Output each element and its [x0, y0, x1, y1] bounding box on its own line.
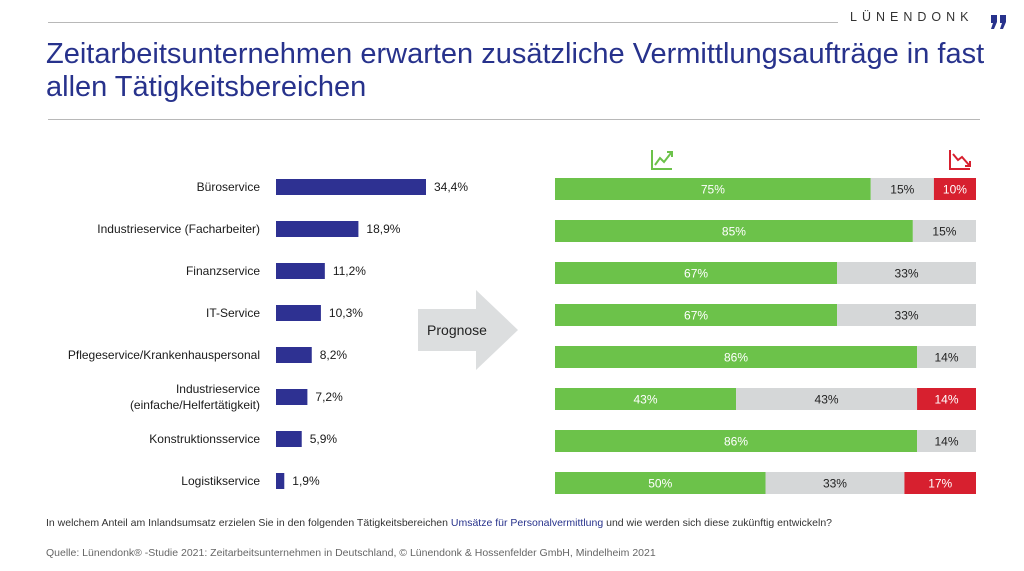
- share-bar: [276, 305, 321, 321]
- forecast-value-label: 86%: [724, 435, 748, 449]
- forecast-value-label: 15%: [890, 183, 914, 197]
- trend-down-icon: [949, 150, 971, 170]
- forecast-value-label: 33%: [895, 309, 919, 323]
- question-text-part: In welchem Anteil am Inlandsumsatz erzie…: [46, 517, 451, 529]
- question-highlight: Umsätze für Personalvermittlung: [450, 517, 604, 529]
- share-value-label: 7,2%: [315, 390, 343, 404]
- forecast-value-label: 14%: [935, 435, 959, 449]
- stacked-forecast-chart: 75% 15% 10% 85% 15% 67% 33% 67% 33% 86% 14% 43% 43% 1…: [555, 178, 976, 494]
- share-bar: [276, 221, 359, 237]
- forecast-segment-same: [837, 304, 976, 326]
- category-label-line: Industrieservice (Facharbeiter): [97, 222, 260, 236]
- forecast-value-label: 10%: [943, 183, 967, 197]
- share-bar: [276, 347, 312, 363]
- forecast-value-label: 86%: [724, 351, 748, 365]
- prognose-arrow-shape: [418, 290, 518, 370]
- forecast-segment-increase: [555, 262, 838, 284]
- share-value-label: 1,9%: [292, 474, 320, 488]
- forecast-value-label: 33%: [895, 267, 919, 281]
- forecast-segment-increase: [555, 430, 918, 452]
- category-label-line: Pflegeservice/Krankenhauspersonal: [68, 348, 260, 362]
- forecast-segment-same: [870, 178, 934, 200]
- forecast-value-label: 75%: [701, 183, 725, 197]
- category-label-line: IT-Service: [206, 306, 260, 320]
- forecast-value-label: 67%: [684, 267, 708, 281]
- source-note: Quelle: Lünendonk® -Studie 2021: Zeitarb…: [46, 547, 656, 559]
- category-label: Industrieservice (einfache/Helfertätigkei…: [130, 382, 260, 412]
- share-bar: [276, 389, 308, 405]
- forecast-segment-increase: [555, 388, 737, 410]
- trend-up-icon: [651, 150, 673, 170]
- brand-logo-text: LÜNENDONK: [850, 10, 974, 24]
- forecast-segment-increase: [555, 346, 918, 368]
- question-text-part: und wie werden sich diese zukünftig entw…: [603, 517, 832, 529]
- forecast-segment-same: [917, 430, 976, 452]
- category-label: Konstruktionsservice: [149, 432, 260, 446]
- forecast-value-label: 43%: [815, 393, 839, 407]
- top-rule: [48, 22, 838, 23]
- forecast-segment-same: [736, 388, 918, 410]
- category-label: Logistikservice: [181, 474, 260, 488]
- forecast-value-label: 14%: [935, 351, 959, 365]
- category-label: Pflegeservice/Krankenhauspersonal: [68, 348, 260, 362]
- forecast-value-label: 14%: [935, 393, 959, 407]
- forecast-segment-same: [765, 472, 905, 494]
- left-bar-chart: Büroservice 34,4% Industrieservice (Fachar…: [68, 179, 468, 489]
- share-bar: [276, 473, 285, 489]
- category-label-line: Konstruktionsservice: [149, 432, 260, 446]
- category-label: IT-Service: [206, 306, 260, 320]
- quote-mark-icon: [991, 15, 1006, 29]
- category-label-line: Finanzservice: [186, 264, 260, 278]
- category-label-line: Industrieservice: [176, 382, 260, 396]
- forecast-value-label: 15%: [932, 225, 956, 239]
- forecast-segment-decrease: [904, 472, 976, 494]
- share-value-label: 5,9%: [310, 432, 338, 446]
- share-value-label: 10,3%: [329, 306, 363, 320]
- share-value-label: 34,4%: [434, 180, 468, 194]
- share-value-label: 18,9%: [366, 222, 400, 236]
- forecast-segment-increase: [555, 304, 838, 326]
- category-label-line: Logistikservice: [181, 474, 260, 488]
- prognose-arrow: Prognose: [418, 290, 518, 370]
- category-label: Büroservice: [197, 180, 261, 194]
- forecast-segment-same: [837, 262, 976, 284]
- forecast-segment-increase: [555, 178, 871, 200]
- forecast-value-label: 17%: [928, 477, 952, 491]
- category-label: Finanzservice: [186, 264, 260, 278]
- forecast-segment-same: [917, 346, 976, 368]
- forecast-value-label: 50%: [648, 477, 672, 491]
- forecast-segment-increase: [555, 220, 913, 242]
- prognose-label: Prognose: [427, 322, 487, 338]
- share-bar: [276, 263, 325, 279]
- share-value-label: 11,2%: [333, 264, 366, 278]
- page-title: Zeitarbeitsunternehmen erwarten zusätzli…: [46, 38, 985, 103]
- share-bar: [276, 431, 302, 447]
- forecast-value-label: 85%: [722, 225, 746, 239]
- question-text: In welchem Anteil am Inlandsumsatz erzie…: [46, 517, 832, 529]
- forecast-segment-decrease: [933, 178, 976, 200]
- category-label: Industrieservice (Facharbeiter): [97, 222, 260, 236]
- category-label-line: Büroservice: [197, 180, 261, 194]
- forecast-segment-decrease: [917, 388, 976, 410]
- forecast-value-label: 43%: [633, 393, 657, 407]
- title-rule: [48, 119, 980, 120]
- share-bar: [276, 179, 426, 195]
- share-value-label: 8,2%: [320, 348, 348, 362]
- forecast-segment-increase: [555, 472, 766, 494]
- forecast-value-label: 67%: [684, 309, 708, 323]
- forecast-value-label: 33%: [823, 477, 847, 491]
- forecast-segment-same: [912, 220, 976, 242]
- category-label-line: (einfache/Helfertätigkeit): [130, 398, 260, 412]
